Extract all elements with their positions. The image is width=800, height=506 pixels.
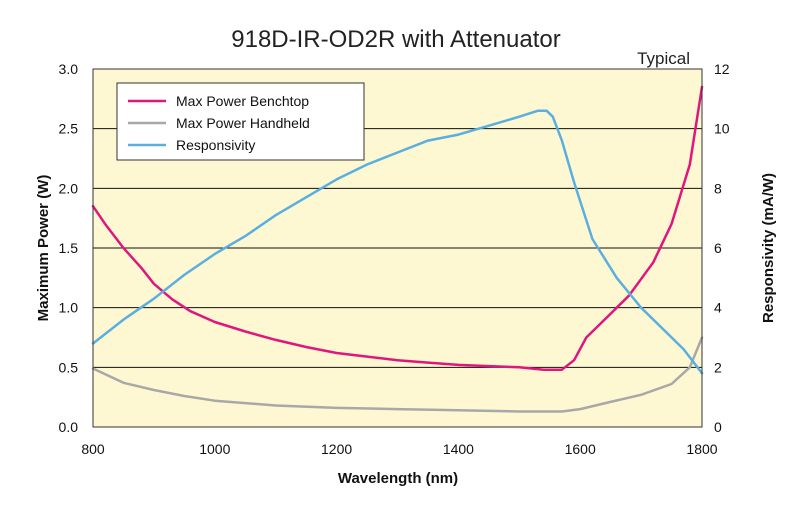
y2-tick-label: 4 [714, 300, 722, 316]
x-tick-label: 1200 [321, 441, 352, 457]
y-axis-label: Maximum Power (W) [35, 175, 52, 322]
y2-tick-label: 6 [714, 240, 722, 256]
x-axis-ticks: 800 1000 1200 1400 1600 1800 [81, 441, 717, 457]
x-tick-label: 1800 [686, 441, 717, 457]
y-tick-label: 3.0 [59, 61, 79, 77]
y-tick-label: 1.0 [59, 300, 79, 316]
plot-frame [92, 68, 703, 428]
series-layer [91, 85, 704, 413]
series-line-3 [91, 109, 704, 375]
y2-tick-label: 12 [714, 61, 730, 77]
y2-tick-label: 0 [714, 419, 722, 435]
y-tick-label: 2.5 [59, 121, 79, 137]
typical-note: Typical [637, 49, 690, 68]
x-axis-label: Wavelength (nm) [338, 470, 458, 487]
y-tick-label: 2.0 [59, 180, 79, 196]
y2-axis-ticks: 0 2 4 6 8 10 12 [714, 61, 730, 435]
x-tick-label: 1000 [199, 441, 230, 457]
x-tick-label: 1400 [443, 441, 474, 457]
legend-label: Responsivity [176, 137, 255, 153]
y2-tick-label: 2 [714, 359, 722, 375]
x-tick-label: 1600 [565, 441, 596, 457]
chart-title: 918D-IR-OD2R with Attenuator [231, 26, 560, 53]
series-line-2 [91, 336, 704, 413]
legend-label: Max Power Benchtop [176, 93, 309, 109]
y-tick-label: 0.0 [59, 419, 79, 435]
x-tick-label: 800 [81, 441, 105, 457]
y2-tick-label: 8 [714, 180, 722, 196]
legend: Max Power Benchtop Max Power Handheld Resp… [116, 82, 365, 161]
legend-box [116, 82, 365, 161]
y-tick-label: 1.5 [59, 240, 79, 256]
y-tick-label: 0.5 [59, 359, 79, 375]
legend-label: Max Power Handheld [176, 115, 310, 131]
y-axis-ticks: 0.0 0.5 1.0 1.5 2.0 2.5 3.0 [59, 61, 79, 435]
y2-axis-label: Responsivity (mA/W) [760, 173, 777, 323]
y2-tick-label: 10 [714, 121, 730, 137]
